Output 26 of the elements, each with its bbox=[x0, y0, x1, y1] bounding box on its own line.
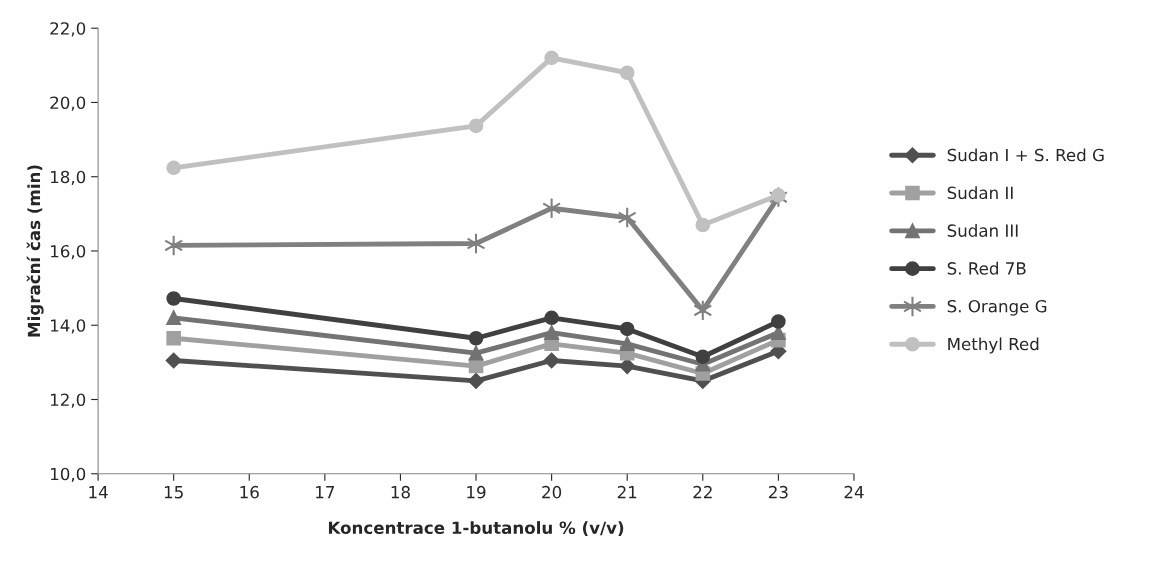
x-tick-label: 15 bbox=[164, 486, 183, 499]
x-tick-label: 23 bbox=[768, 485, 788, 499]
x-tick-label: 19 bbox=[467, 485, 486, 499]
legend-label: S. Orange G bbox=[947, 299, 1047, 316]
x-tick-label: 17 bbox=[316, 486, 335, 499]
y-tick-label: 14,0 bbox=[51, 319, 86, 334]
legend-label: Sudan I + S. Red G bbox=[947, 148, 1104, 162]
y-tick-label: 18,0 bbox=[51, 170, 86, 185]
x-tick-label: 14 bbox=[89, 486, 108, 499]
y-tick-label: 12,0 bbox=[51, 393, 86, 408]
legend-label: Sudan II bbox=[947, 186, 1013, 200]
x-tick-label: 24 bbox=[844, 485, 864, 499]
y-axis-title: Migrační čas (min) bbox=[26, 165, 44, 337]
x-tick-label: 16 bbox=[240, 485, 259, 499]
y-tick-label: 22,0 bbox=[50, 22, 86, 37]
legend-label: Sudan III bbox=[947, 224, 1018, 237]
y-tick-label: 16,0 bbox=[51, 244, 86, 260]
y-tick-label: 20,0 bbox=[50, 96, 86, 111]
legend-label: Methyl Red bbox=[948, 337, 1039, 354]
x-tick-label: 20 bbox=[542, 485, 562, 499]
x-tick-label: 21 bbox=[617, 485, 637, 499]
y-tick-label: 10,0 bbox=[51, 467, 86, 483]
x-tick-label: 18 bbox=[391, 485, 410, 499]
legend-label: S. Red 7B bbox=[947, 261, 1026, 275]
x-tick-label: 22 bbox=[693, 485, 712, 499]
x-axis-title: Koncentrace 1-butanolu % (v/v) bbox=[328, 521, 624, 536]
